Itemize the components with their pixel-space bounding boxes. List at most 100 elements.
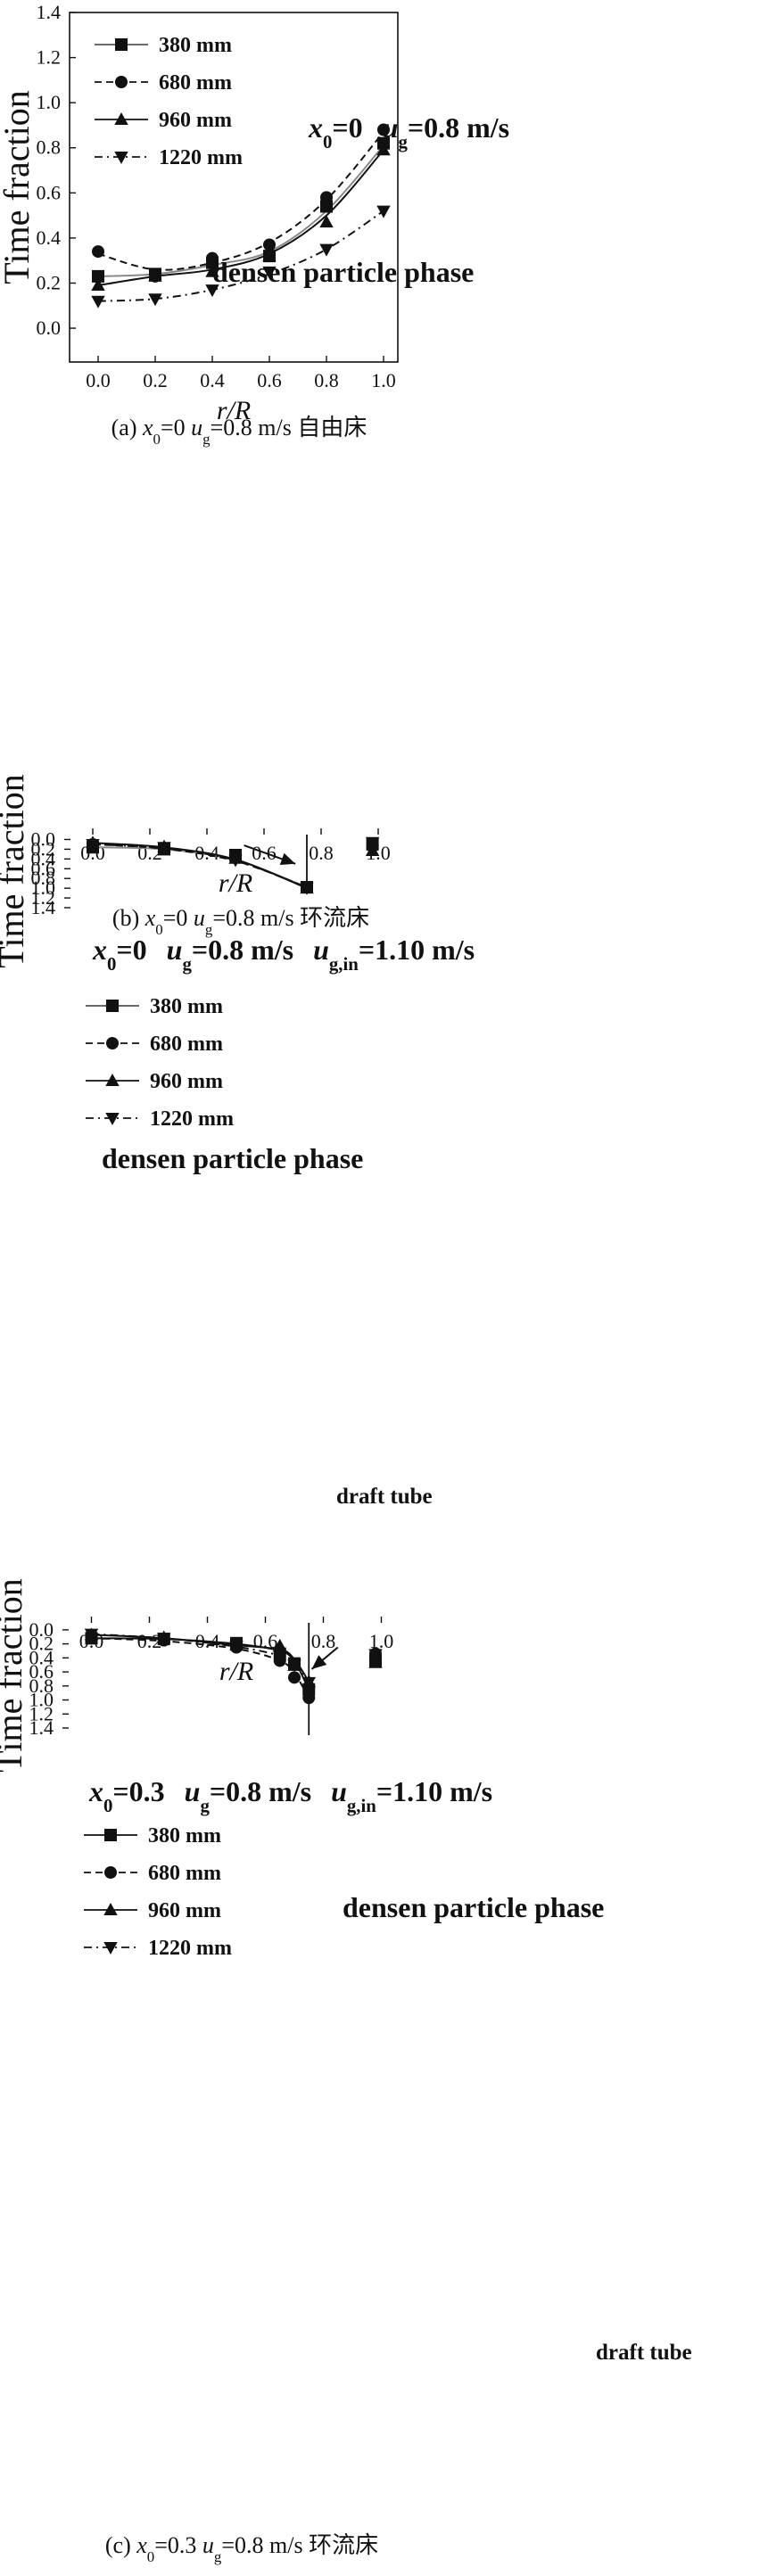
x-axis-label: r/R (217, 396, 251, 425)
data-point (365, 836, 380, 850)
series-fit-line-3 (92, 843, 308, 889)
y-tick-label: 1.4 (31, 896, 56, 918)
legend-label: 960 mm (150, 1070, 223, 1093)
y-tick-label: 0.8 (31, 867, 56, 889)
data-point (157, 1633, 171, 1646)
x-tick-label: 0.2 (143, 369, 168, 391)
legend-label: 380 mm (150, 995, 223, 1018)
x-tick-label: 0.6 (257, 369, 282, 391)
data-point (288, 1671, 301, 1684)
figure-caption: (c) x0=0.3 ug=0.8 m/s 环流床 (105, 2532, 378, 2565)
legend-marker (105, 1073, 120, 1086)
y-tick-label: 1.4 (29, 1716, 54, 1739)
y-tick-label: 0.4 (29, 1646, 54, 1668)
legend-marker (104, 1866, 117, 1879)
data-point (301, 1676, 316, 1690)
data-point (91, 277, 105, 291)
legend-marker (106, 1000, 119, 1012)
legend-label: 960 mm (148, 1899, 221, 1922)
condition-annotation: x0=0 ug=0.8 m/s (308, 111, 509, 152)
data-point (148, 293, 162, 307)
data-point (205, 284, 219, 298)
legend-label: 380 mm (159, 34, 232, 57)
y-tick-label: 1.2 (37, 46, 62, 69)
y-axis-label: Time fraction (0, 1578, 29, 1772)
legend-label: 380 mm (148, 1824, 221, 1848)
data-point (273, 1638, 287, 1651)
y-tick-label: 0.2 (31, 837, 56, 860)
legend-marker (115, 76, 128, 88)
legend-marker (103, 1942, 118, 1955)
draft-tube-label: draft tube (596, 2341, 692, 2365)
data-point (148, 268, 162, 282)
x-tick-label: 0.8 (314, 369, 339, 391)
phase-label: densen particle phase (212, 256, 474, 288)
legend-label: 1220 mm (150, 1107, 234, 1131)
data-point (376, 143, 391, 156)
x-axis-label: r/R (219, 868, 252, 898)
data-point (319, 215, 334, 228)
y-tick-label: 0.0 (31, 827, 56, 850)
data-point (300, 882, 314, 895)
data-point (368, 1655, 383, 1668)
y-tick-label: 0.0 (37, 317, 62, 339)
data-point (228, 854, 243, 868)
legend-marker (103, 1902, 118, 1915)
condition-annotation: x0=0 ug=0.8 m/s ug,in=1.10 m/s (92, 934, 475, 975)
data-point (86, 838, 100, 852)
data-point (368, 1649, 383, 1662)
y-tick-label: 0.8 (29, 1675, 54, 1697)
data-point (157, 842, 171, 855)
legend-marker (115, 38, 128, 51)
data-point (92, 245, 104, 259)
y-tick-label: 1.2 (31, 886, 56, 909)
y-tick-label: 1.0 (31, 876, 56, 899)
data-point (376, 205, 391, 218)
y-tick-label: 0.0 (29, 1618, 54, 1641)
legend: 380 mm 680 mm 960 mm 1220 mm (84, 1824, 232, 1960)
chart-panel-b: 0.00.20.40.60.81.01.21.40.00.20.40.60.81… (0, 774, 475, 1509)
legend-label: 1220 mm (159, 146, 243, 169)
y-tick-label: 1.4 (37, 1, 62, 23)
data-point (365, 843, 380, 856)
data-point (263, 238, 276, 251)
data-point (287, 1659, 301, 1673)
plot-frame (69, 12, 399, 363)
x-tick-label: 1.0 (371, 369, 396, 391)
y-tick-label: 0.4 (37, 226, 62, 249)
legend-marker (114, 111, 128, 125)
data-point (205, 264, 219, 277)
y-tick-label: 0.8 (37, 136, 62, 159)
series-fit-line-2 (97, 149, 384, 287)
y-tick-label: 0.6 (37, 181, 62, 203)
x-tick-label: 0.4 (200, 369, 225, 391)
data-point (320, 191, 333, 204)
data-point (273, 1650, 287, 1664)
legend: 380 mm 680 mm 960 mm 1220 mm (86, 995, 234, 1131)
legend-marker (114, 152, 128, 165)
data-point (319, 243, 334, 257)
y-tick-label: 1.2 (29, 1702, 54, 1724)
y-axis-label: Time fraction (0, 774, 31, 967)
data-point (229, 1641, 244, 1654)
legend-label: 1220 mm (148, 1937, 232, 1960)
legend-marker (106, 1037, 119, 1049)
phase-label: densen particle phase (343, 1891, 604, 1923)
y-tick-label: 0.4 (31, 847, 56, 869)
data-point (91, 295, 105, 309)
legend-label: 960 mm (159, 109, 232, 132)
y-tick-label: 1.0 (37, 91, 62, 113)
legend-label: 680 mm (159, 71, 232, 95)
data-point (377, 123, 390, 136)
data-point (262, 266, 277, 279)
draft-tube-label: draft tube (336, 1485, 433, 1509)
data-point (262, 249, 277, 262)
x-axis-label: r/R (219, 1657, 253, 1686)
legend-label: 680 mm (148, 1862, 221, 1885)
legend-label: 680 mm (150, 1033, 223, 1056)
figure-caption: (a) x0=0 ug=0.8 m/s 自由床 (111, 415, 367, 448)
data-point (84, 1628, 99, 1642)
data-point (92, 269, 104, 283)
condition-annotation: x0=0.3 ug=0.8 m/s ug,in=1.10 m/s (88, 1775, 492, 1816)
